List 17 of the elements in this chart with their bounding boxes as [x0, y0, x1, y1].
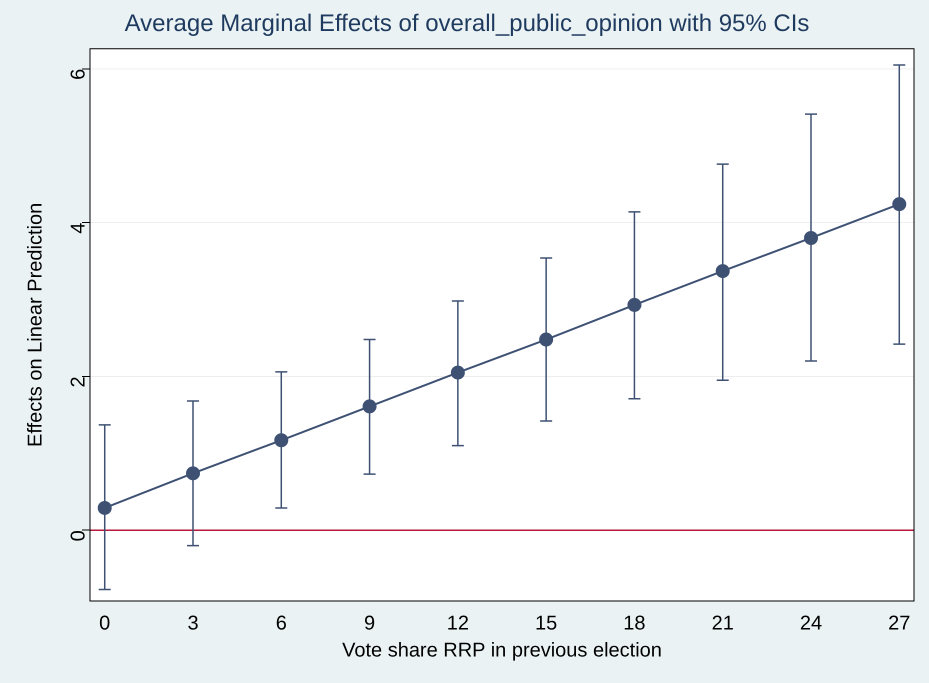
- x-tick-label: 27: [888, 612, 910, 635]
- y-tick-label: 0: [68, 530, 90, 542]
- x-tick-label: 24: [800, 612, 822, 635]
- x-tick-label: 21: [712, 612, 734, 635]
- x-tick-label: 15: [535, 612, 558, 635]
- chart-title: Average Marginal Effects of overall_public_opinion with 95% CIs: [124, 10, 810, 38]
- x-tick-label: 0: [99, 612, 110, 635]
- y-tick-label: 4: [68, 222, 90, 234]
- y-axis-title: Effects on Linear Prediction: [24, 202, 47, 448]
- x-tick-label: 3: [187, 612, 199, 635]
- y-tick-label: 2: [68, 376, 90, 388]
- x-axis-title: Vote share RRP in previous election: [342, 640, 662, 662]
- x-tick-label: 12: [446, 612, 469, 635]
- x-tick-label: 9: [364, 612, 376, 635]
- y-tick-label: 6: [68, 68, 90, 80]
- x-tick-label: 6: [276, 612, 287, 635]
- x-tick-label: 18: [623, 612, 646, 635]
